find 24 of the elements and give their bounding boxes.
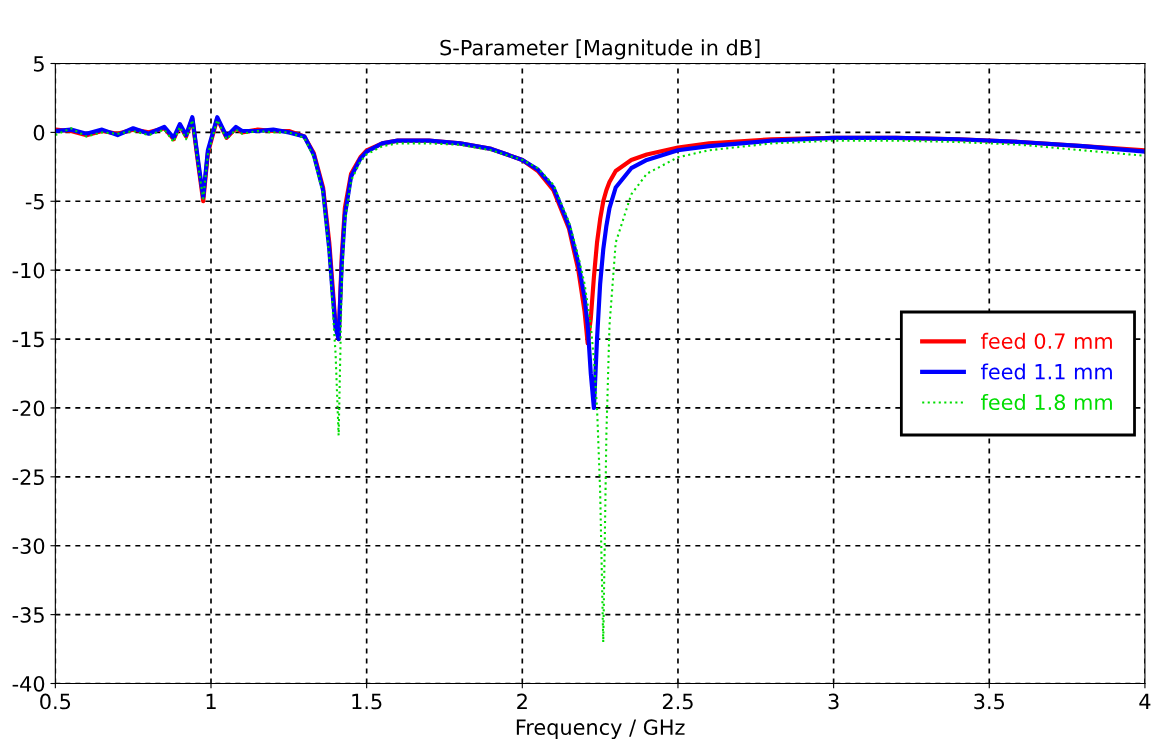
x-tick-label: 1 (206, 693, 216, 710)
x-tick-label: 0.5 (40, 693, 71, 710)
legend-label: feed 1.8 mm (981, 394, 1112, 411)
line-series (55, 118, 1145, 644)
y-tick-label: -15 (12, 331, 44, 348)
y-tick-label: -5 (25, 194, 44, 210)
x-tick-label: 2.5 (662, 693, 693, 710)
y-tick-label: 0 (33, 124, 45, 141)
y-tick-label: -30 (12, 538, 45, 554)
x-tick-label: 3 (828, 693, 839, 710)
y-tick-label: -10 (12, 262, 45, 279)
x-tick-label: 1.5 (352, 693, 382, 710)
chart-title: S-Parameter [Magnitude in dB] (440, 39, 760, 60)
y-tick-label: -20 (12, 400, 45, 417)
x-tick-label: 2 (517, 693, 527, 710)
y-tick-label: -35 (12, 607, 44, 623)
legend-label: feed 1.1 mm (981, 363, 1112, 380)
x-tick-label: 3.5 (974, 693, 1005, 710)
y-tick-label: -40 (12, 675, 45, 692)
legend-label: feed 0.7 mm (981, 332, 1112, 349)
y-tick-label: -25 (12, 469, 44, 486)
x-axis-title: Frequency / GHz (516, 719, 685, 740)
y-tick-label: 5 (33, 56, 44, 72)
x-tick-label: 4 (1139, 693, 1151, 710)
